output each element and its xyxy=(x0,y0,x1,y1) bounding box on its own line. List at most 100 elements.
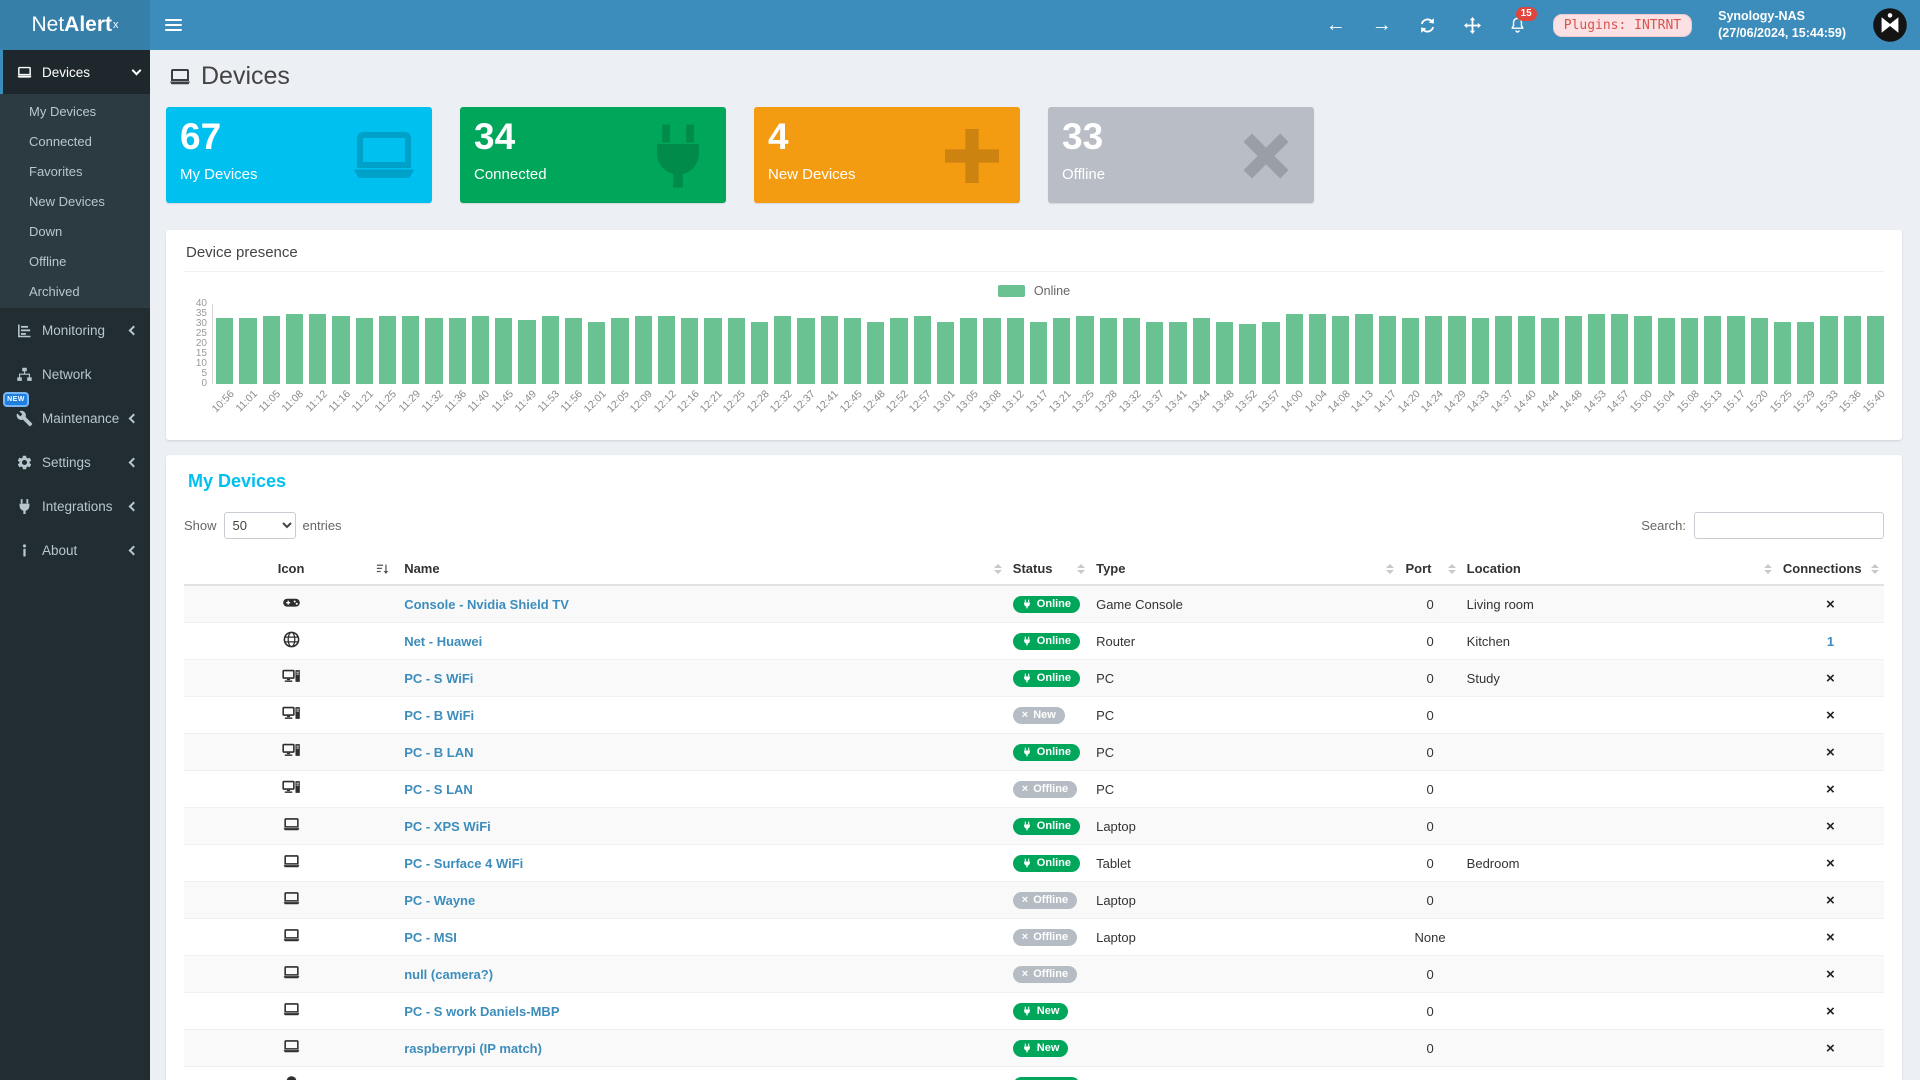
device-name-link[interactable]: PC - XPS WiFi xyxy=(404,818,491,834)
sidebar-item-integrations[interactable]: Integrations xyxy=(0,484,150,528)
new-feature-badge: NEW xyxy=(3,392,29,407)
x-tick-label: 11:12 xyxy=(303,388,330,415)
x-tick-label: 13:44 xyxy=(1185,388,1214,416)
x-tick-label: 12:28 xyxy=(744,388,772,416)
entries-label: entries xyxy=(302,518,342,533)
column-header-connections[interactable]: Connections xyxy=(1776,553,1884,586)
top-navbar: Net Alert x ← → 15 Plugins: INTRNT Synolog… xyxy=(0,0,1920,50)
plug-icon xyxy=(642,120,714,192)
refresh-icon[interactable] xyxy=(1418,16,1437,35)
x-icon: × xyxy=(1021,783,1029,795)
x-tick-label: 11:32 xyxy=(419,388,446,415)
device-name-link[interactable]: PC - B LAN xyxy=(404,744,474,760)
no-connections-x: × xyxy=(1826,891,1835,909)
sidebar-item-settings[interactable]: Settings xyxy=(0,440,150,484)
chart-legend[interactable]: Online xyxy=(184,284,1884,298)
chart-bar xyxy=(1634,316,1652,384)
summary-card-new-devices[interactable]: 4 New Devices xyxy=(754,107,1020,203)
sort-icon xyxy=(993,563,1002,574)
sort-icon xyxy=(1447,563,1456,574)
laptop-icon xyxy=(282,1037,301,1056)
nav-back-icon[interactable]: ← xyxy=(1325,14,1346,36)
x-tick-label: 12:45 xyxy=(837,388,865,416)
chart-bar xyxy=(541,316,559,384)
plugins-status-badge[interactable]: Plugins: INTRNT xyxy=(1552,13,1693,37)
device-name-link[interactable]: PC - S WiFi xyxy=(404,670,474,686)
x-tick-label: 14:57 xyxy=(1604,388,1632,416)
sidebar-item-label: About xyxy=(42,542,78,558)
sidebar-subitem-connected[interactable]: Connected xyxy=(0,126,150,156)
device-name-link[interactable]: raspberrypi (IP match) xyxy=(404,1040,542,1056)
card-value: 4 xyxy=(768,116,789,157)
sidebar-subitem-favorites[interactable]: Favorites xyxy=(0,156,150,186)
column-header-location[interactable]: Location xyxy=(1460,553,1777,586)
device-name-link[interactable]: PC - S LAN xyxy=(404,781,473,797)
device-connections: × xyxy=(1776,881,1884,919)
x-tick-label: 15:13 xyxy=(1697,388,1725,416)
chart-bar xyxy=(1797,322,1815,384)
sidebar-subitem-down[interactable]: Down xyxy=(0,216,150,246)
status-badge: Online xyxy=(1012,632,1081,650)
summary-card-offline[interactable]: 33 Offline xyxy=(1048,107,1314,203)
device-name-link[interactable]: PC - S work Daniels-MBP xyxy=(404,1003,560,1019)
column-header-status[interactable]: Status xyxy=(1006,553,1091,586)
desktop-icon xyxy=(282,778,301,797)
app-logo[interactable]: Net Alert x xyxy=(0,0,150,50)
move-arrows-icon[interactable] xyxy=(1463,16,1482,35)
my-devices-panel: My Devices Show 50 entries Search: Icon N… xyxy=(166,455,1902,1080)
device-location: Kitchen xyxy=(1460,622,1777,660)
column-header-name[interactable]: Name xyxy=(398,553,1007,586)
x-tick-label: 11:53 xyxy=(535,388,563,415)
sidebar-subitem-offline[interactable]: Offline xyxy=(0,246,150,276)
device-name-link[interactable]: PC - MSI xyxy=(404,929,457,945)
sidebar-toggle-button[interactable] xyxy=(150,0,196,50)
user-avatar[interactable] xyxy=(1872,7,1908,43)
x-tick-label: 14:17 xyxy=(1371,388,1400,416)
gear-icon xyxy=(16,454,33,471)
device-port: 0 xyxy=(1399,881,1461,919)
sidebar-item-monitoring[interactable]: Monitoring xyxy=(0,308,150,352)
device-name-link[interactable]: PC - Wayne xyxy=(404,892,476,908)
column-header-type[interactable]: Type xyxy=(1090,553,1400,586)
sidebar-subitem-archived[interactable]: Archived xyxy=(0,276,150,306)
sidebar-subitem-new-devices[interactable]: New Devices xyxy=(0,186,150,216)
chart-bar xyxy=(1820,316,1838,384)
chevron-left-icon xyxy=(128,413,139,423)
sidebar-item-about[interactable]: About xyxy=(0,528,150,572)
plug-icon xyxy=(1022,599,1032,609)
summary-card-my-devices[interactable]: 67 My Devices xyxy=(166,107,432,203)
chart-bar xyxy=(1448,316,1466,384)
device-name-link[interactable]: null (camera?) xyxy=(404,966,494,982)
device-name-link[interactable]: Light - Sideboard WiFi xyxy=(404,1078,542,1080)
page-length-select[interactable]: 50 xyxy=(223,512,296,539)
page-title-text: Devices xyxy=(201,62,290,90)
device-name-link[interactable]: PC - B WiFi xyxy=(404,707,475,723)
chart-bar xyxy=(1564,316,1582,384)
sidebar-subitem-label: Archived xyxy=(29,283,80,299)
x-tick-label: 15:08 xyxy=(1674,388,1702,416)
chart-bar xyxy=(774,316,792,384)
laptop-icon xyxy=(282,815,301,834)
search-input[interactable] xyxy=(1694,512,1884,539)
nav-forward-icon[interactable]: → xyxy=(1371,14,1392,36)
device-row: PC - B WiFi × New PC 0 × xyxy=(184,696,1884,734)
status-label: Offline xyxy=(1033,931,1069,943)
connections-link[interactable]: 1 xyxy=(1826,633,1835,649)
sidebar-item-network[interactable]: Network xyxy=(0,352,150,396)
summary-card-connected[interactable]: 34 Connected xyxy=(460,107,726,203)
device-name-link[interactable]: PC - Surface 4 WiFi xyxy=(404,855,524,871)
chart-bar xyxy=(843,318,861,384)
sidebar-subitem-my-devices[interactable]: My Devices xyxy=(0,96,150,126)
status-badge: Online xyxy=(1012,817,1081,835)
sidebar-subitem-label: Connected xyxy=(29,133,92,149)
device-name-link[interactable]: Net - Huawei xyxy=(404,633,483,649)
sidebar-item-maintenance[interactable]: Maintenance xyxy=(0,396,150,440)
column-header-port[interactable]: Port xyxy=(1399,553,1461,586)
sidebar-item-devices[interactable]: Devices xyxy=(0,50,150,94)
column-header-icon[interactable]: Icon xyxy=(184,553,399,586)
device-type xyxy=(1090,955,1400,993)
status-badge: New xyxy=(1012,1039,1069,1057)
chart-bar xyxy=(1029,322,1047,384)
notifications-bell-icon[interactable]: 15 xyxy=(1508,6,1537,35)
device-name-link[interactable]: Console - Nvidia Shield TV xyxy=(404,596,569,612)
